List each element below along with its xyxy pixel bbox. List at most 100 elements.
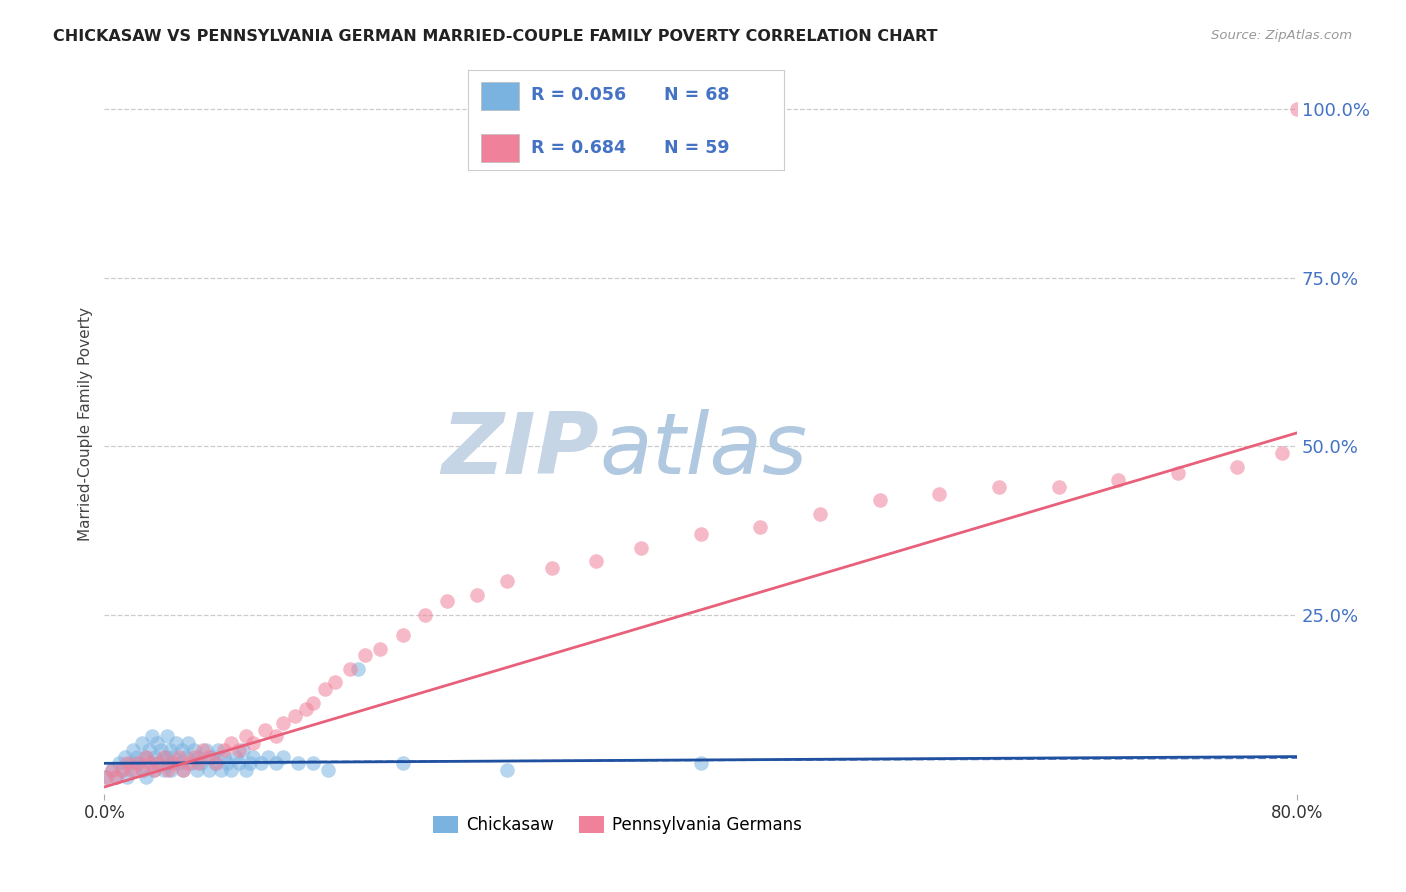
Point [205, 756, 228, 771]
Point [212, 743, 235, 757]
Point [540, 560, 562, 574]
Point [207, 743, 229, 757]
Point [143, 749, 166, 764]
Text: Source: ZipAtlas.com: Source: ZipAtlas.com [1212, 29, 1353, 42]
Point [225, 749, 247, 764]
Point [183, 749, 205, 764]
Text: ZIP: ZIP [441, 409, 599, 491]
Point [987, 480, 1010, 494]
Point [132, 763, 155, 777]
Point [219, 736, 242, 750]
Legend: Chickasaw, Pennsylvania Germans: Chickasaw, Pennsylvania Germans [426, 809, 808, 841]
Point [115, 756, 138, 771]
Point [131, 763, 153, 777]
Point [264, 756, 287, 771]
Point [1286, 102, 1309, 116]
Point [689, 527, 711, 541]
Point [105, 770, 128, 784]
Point [257, 749, 280, 764]
Point [197, 749, 219, 764]
Point [180, 756, 202, 771]
Point [284, 709, 307, 723]
Point [209, 763, 232, 777]
Point [120, 763, 142, 777]
Point [689, 756, 711, 771]
Point [869, 493, 891, 508]
Point [114, 749, 136, 764]
Point [186, 763, 208, 777]
Point [294, 702, 316, 716]
Point [228, 743, 250, 757]
Point [242, 736, 264, 750]
Point [1167, 467, 1189, 481]
Point [585, 554, 607, 568]
Point [302, 696, 325, 710]
Point [436, 594, 458, 608]
Point [187, 749, 209, 764]
Point [190, 756, 212, 771]
Point [138, 756, 160, 771]
Point [250, 756, 273, 771]
Point [235, 763, 257, 777]
Point [122, 763, 145, 777]
Point [201, 749, 224, 764]
Point [94, 770, 117, 784]
Point [264, 730, 287, 744]
Point [242, 749, 264, 764]
Point [170, 743, 193, 757]
Point [167, 756, 190, 771]
Point [134, 749, 156, 764]
Point [150, 743, 173, 757]
Point [135, 770, 157, 784]
Point [391, 628, 413, 642]
Point [141, 730, 163, 744]
Point [194, 743, 217, 757]
Point [183, 743, 205, 757]
Point [105, 770, 128, 784]
Point [368, 641, 391, 656]
Point [167, 749, 190, 764]
Point [153, 749, 176, 764]
Point [928, 486, 950, 500]
Point [156, 730, 179, 744]
Y-axis label: Married-Couple Family Poverty: Married-Couple Family Poverty [79, 308, 93, 541]
Point [172, 763, 194, 777]
Point [1047, 480, 1070, 494]
Point [235, 730, 257, 744]
Point [177, 736, 200, 750]
Text: CHICKASAW VS PENNSYLVANIA GERMAN MARRIED-COUPLE FAMILY POVERTY CORRELATION CHART: CHICKASAW VS PENNSYLVANIA GERMAN MARRIED… [53, 29, 938, 44]
Point [465, 588, 488, 602]
Point [121, 743, 143, 757]
Point [146, 756, 169, 771]
Point [197, 763, 219, 777]
Point [630, 541, 652, 555]
Point [101, 763, 124, 777]
Point [159, 743, 181, 757]
Point [162, 756, 184, 771]
Point [131, 736, 153, 750]
Point [120, 756, 142, 771]
Point [254, 723, 277, 737]
Point [271, 715, 294, 730]
Point [339, 662, 361, 676]
Point [496, 574, 519, 589]
Point [142, 763, 165, 777]
Point [108, 756, 131, 771]
Point [135, 749, 157, 764]
Point [191, 743, 214, 757]
Point [162, 749, 184, 764]
Point [232, 743, 254, 757]
Point [302, 756, 325, 771]
Point [172, 763, 194, 777]
Point [165, 736, 187, 750]
Point [160, 763, 183, 777]
Point [346, 662, 368, 676]
Point [271, 749, 294, 764]
Point [391, 756, 413, 771]
Point [749, 520, 772, 534]
Point [413, 607, 436, 622]
Point [808, 507, 831, 521]
Point [101, 763, 124, 777]
Point [139, 756, 162, 771]
Point [138, 743, 160, 757]
